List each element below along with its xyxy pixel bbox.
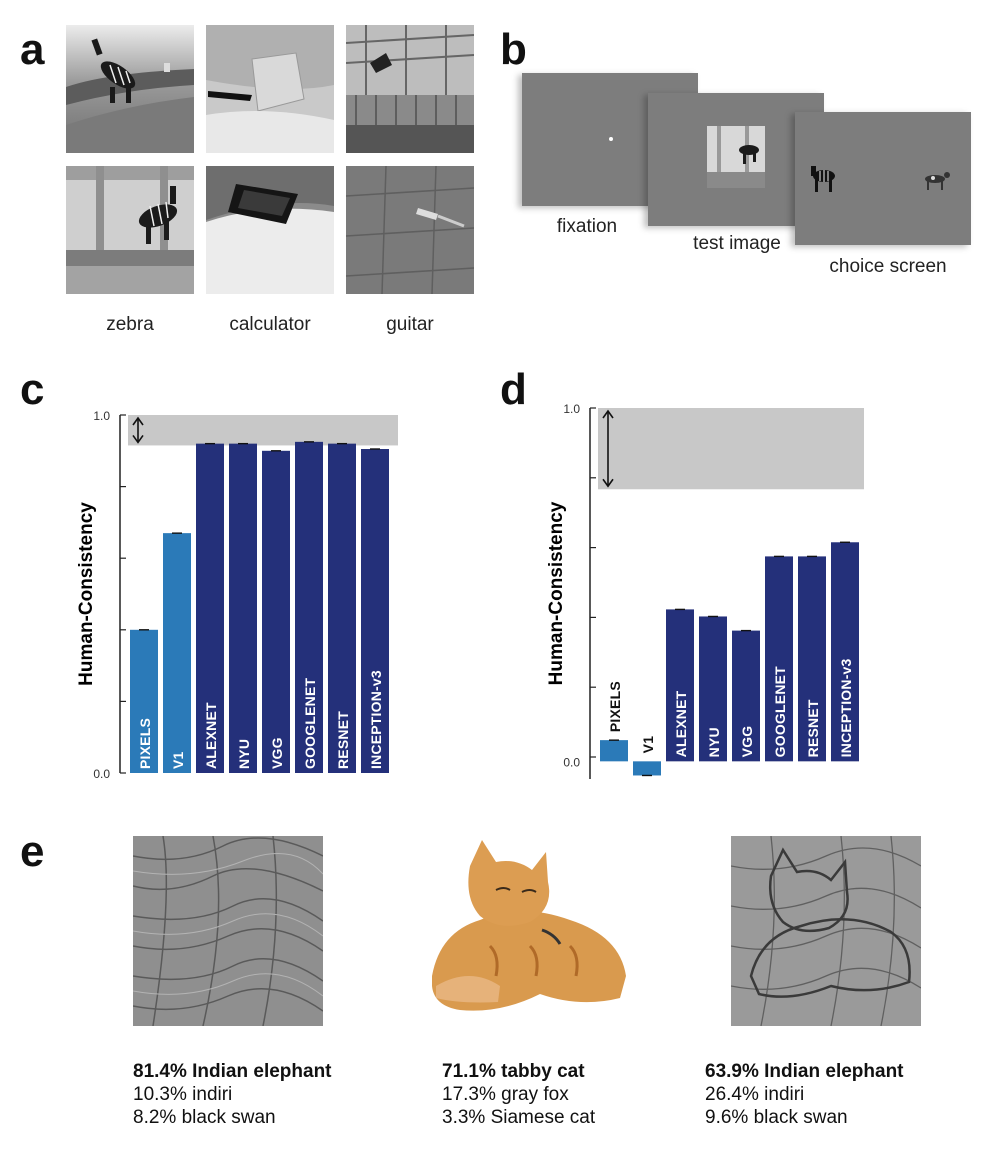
bar-pixels [600,740,628,762]
y-tick-label-zero: 0.0 [93,767,110,781]
panel-label-a: a [20,25,45,74]
zebra-image-1 [66,25,194,153]
category-label-resnet: RESNET [335,711,351,769]
panel-label-d: d [500,365,527,414]
prediction-third: 8.2% black swan [133,1107,276,1128]
calculator-image-1 [206,25,334,153]
zebra-choice-icon [811,166,835,192]
category-label-inception-v3: INCEPTION-v3 [368,670,384,769]
bar-resnet [328,443,356,773]
cat-with-elephant-texture-image [731,836,921,1026]
category-label-vgg: VGG [739,726,755,758]
human-ceiling-band [128,415,398,446]
ceiling-arrow-head-down [602,478,614,488]
prediction-second: 17.3% gray fox [442,1084,569,1105]
y-tick-label-zero: 0.0 [563,755,580,769]
prediction-top: 63.9% Indian elephant [705,1061,904,1082]
category-label-nyu: NYU [236,739,252,769]
bar-v1 [163,533,191,773]
chart-panel-c: Human-Consistency 1.0 0.0 PIXELS V1 ALEXNET NY… [76,409,398,781]
category-label-pixels: PIXELS [137,718,153,769]
fixation-dot [609,137,613,141]
ceiling-arrow-head-down [132,434,144,444]
prediction-second: 10.3% indiri [133,1084,233,1105]
test-image-label: test image [693,233,781,254]
category-label-resnet: RESNET [805,699,821,757]
category-label-vgg: VGG [269,737,285,769]
panel-label-c: c [20,365,45,414]
bar-inception-v3 [361,449,389,773]
bar-alexnet [666,609,694,762]
prediction-block-1: 81.4% Indian elephant 10.3% indiri 8.2% … [133,1060,332,1129]
caption-zebra: zebra [106,314,154,335]
bar-v1 [633,761,661,776]
prediction-third: 3.3% Siamese cat [442,1107,596,1128]
bar-googlenet [765,556,793,762]
dog-choice-icon [925,172,950,190]
category-label-pixels: PIXELS [607,681,623,732]
bar-vgg [732,630,760,762]
chart-panel-d: Human-Consistency 1.0 0.0 PIXELS V1 ALEXNET NY… [546,402,864,779]
prediction-third: 9.6% black swan [705,1107,848,1128]
bar-inception-v3 [831,542,859,762]
category-label-alexnet: ALEXNET [673,690,689,757]
prediction-block-2: 71.1% tabby cat 17.3% gray fox 3.3% Siam… [442,1060,595,1129]
bar-alexnet [196,443,224,773]
category-label-alexnet: ALEXNET [203,702,219,769]
y-axis-label: Human-Consistency [546,501,567,685]
prediction-second: 26.4% indiri [705,1084,805,1105]
prediction-block-3: 63.9% Indian elephant 26.4% indiri 9.6% … [705,1060,904,1129]
caption-guitar: guitar [386,314,434,335]
human-ceiling-band [598,408,864,490]
fixation-label: fixation [556,216,618,237]
bar-nyu [229,443,257,773]
bar-pixels [130,629,158,773]
y-tick-label-top: 1.0 [563,402,580,416]
zebra-image-2 [66,166,194,294]
test-image-screen [648,93,824,226]
category-label-inception-v3: INCEPTION-v3 [838,658,854,757]
caption-calculator: calculator [229,314,311,335]
y-tick-label-top: 1.0 [93,409,110,423]
ceiling-arrow-head-up [132,416,144,426]
calculator-image-2 [206,166,334,294]
prediction-top: 71.1% tabby cat [442,1061,585,1082]
category-label-v1: V1 [640,736,656,754]
category-label-googlenet: GOOGLENET [302,678,318,769]
ceiling-arrow-head-up [602,409,614,419]
choice-screen [795,112,971,245]
test-image-thumb [707,126,765,188]
guitar-image-2 [346,166,474,294]
bar-nyu [699,616,727,762]
tabby-cat-image [430,836,630,1026]
panel-label-b: b [500,25,527,74]
bar-resnet [798,556,826,762]
prediction-top: 81.4% Indian elephant [133,1061,332,1082]
bar-googlenet [295,441,323,773]
category-label-v1: V1 [170,751,186,769]
category-label-googlenet: GOOGLENET [772,666,788,757]
panel-label-e: e [20,827,45,876]
guitar-image-1 [346,25,474,153]
elephant-texture-image [133,836,323,1026]
choice-screen-label: choice screen [829,256,947,277]
bar-vgg [262,450,290,773]
category-label-nyu: NYU [706,727,722,757]
y-axis-label: Human-Consistency [76,502,97,686]
